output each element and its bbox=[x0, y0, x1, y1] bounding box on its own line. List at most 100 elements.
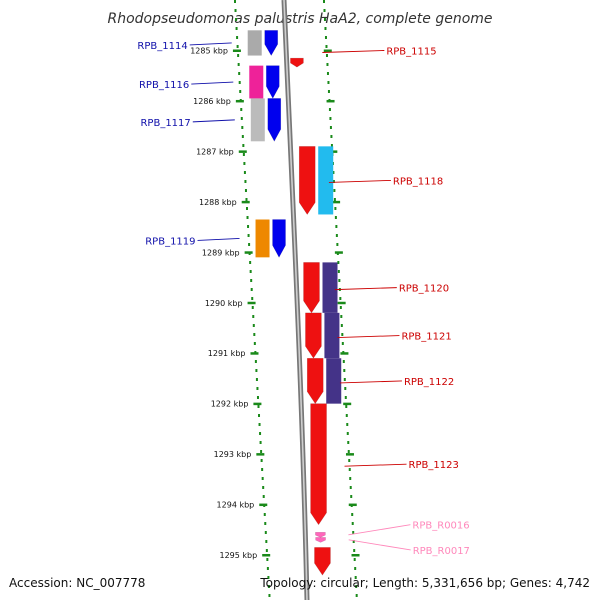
ruler-dot bbox=[242, 144, 245, 147]
ruler-dot bbox=[240, 108, 243, 111]
ruler-dot bbox=[351, 513, 354, 516]
ruler-dot bbox=[234, 9, 237, 12]
ruler-dot bbox=[333, 198, 336, 201]
ruler-dot bbox=[338, 279, 341, 282]
gene-arrow-8 bbox=[306, 357, 324, 405]
ruler-dot bbox=[243, 171, 246, 174]
ruler-dot bbox=[337, 270, 340, 273]
tick-mark bbox=[262, 554, 271, 557]
tick-mark bbox=[235, 99, 244, 103]
leader-line bbox=[348, 524, 411, 536]
ruler-right bbox=[323, 0, 360, 597]
ruler-dot bbox=[252, 324, 255, 327]
leader-line bbox=[322, 50, 385, 53]
tick-mark bbox=[323, 49, 332, 52]
ruler-dot bbox=[325, 45, 328, 48]
ruler-dot bbox=[349, 486, 352, 489]
rna-feature-10 bbox=[315, 531, 326, 538]
ruler-dot bbox=[268, 594, 271, 597]
tick-label: 1288 kbp bbox=[199, 198, 237, 207]
tick-mark bbox=[241, 200, 250, 204]
ruler-dot bbox=[254, 360, 257, 363]
ruler-dot bbox=[344, 396, 347, 399]
tick-label: 1290 kbp bbox=[205, 299, 243, 308]
ruler-dot bbox=[355, 585, 358, 588]
ruler-dot bbox=[330, 144, 333, 147]
ruler-dot bbox=[344, 387, 347, 390]
gene-label-right: RPB_R0017 bbox=[413, 546, 470, 557]
ruler-dot bbox=[328, 108, 331, 111]
tick-label: 1285 kbp bbox=[190, 47, 228, 56]
ruler-dot bbox=[238, 72, 241, 75]
gene-shade-3 bbox=[250, 98, 265, 142]
ruler-dot bbox=[349, 477, 352, 480]
ruler-dot bbox=[244, 180, 247, 183]
tick-mark bbox=[348, 503, 357, 507]
ruler-dot bbox=[329, 117, 332, 120]
ruler-dot bbox=[260, 450, 263, 453]
ruler-dot bbox=[324, 27, 327, 30]
ruler-dot bbox=[256, 396, 259, 399]
ruler-dot bbox=[350, 495, 353, 498]
ruler-dot bbox=[329, 126, 332, 129]
ruler-dot bbox=[353, 549, 356, 552]
ruler-dot bbox=[265, 540, 268, 543]
ruler-dot bbox=[332, 171, 335, 174]
ruler-left: 1285 kbp 1286 kbp 1287 kbp 1288 kbp 1289 kbp… bbox=[190, 0, 271, 597]
gene-shade-2 bbox=[249, 65, 264, 99]
ruler-dot bbox=[324, 36, 327, 39]
tick-label: 1287 kbp bbox=[196, 147, 234, 156]
ruler-dot bbox=[259, 441, 262, 444]
ruler-dot bbox=[243, 162, 246, 165]
tick-mark bbox=[329, 150, 338, 153]
ruler-dot bbox=[348, 468, 351, 471]
ruler-dot bbox=[264, 531, 267, 534]
ruler-dot bbox=[237, 63, 240, 66]
ruler-dot bbox=[340, 324, 343, 327]
gene-shade-5 bbox=[255, 219, 270, 258]
gene-shade-4 bbox=[318, 146, 334, 215]
ruler-dot bbox=[241, 126, 244, 129]
ruler-dot bbox=[326, 72, 329, 75]
ruler-dot bbox=[341, 333, 344, 336]
gene-label-left: RPB_1117 bbox=[140, 118, 190, 129]
ruler-dot bbox=[341, 342, 344, 345]
tick-mark bbox=[345, 453, 354, 456]
ruler-dot bbox=[343, 369, 346, 372]
ruler-dot bbox=[266, 567, 269, 570]
ruler-dot bbox=[252, 315, 255, 318]
ruler-dot bbox=[259, 432, 262, 435]
leader-line bbox=[197, 237, 240, 241]
ruler-dot bbox=[240, 117, 243, 120]
ruler-dot bbox=[330, 135, 333, 138]
tick-mark bbox=[253, 402, 262, 406]
tick-mark bbox=[332, 200, 341, 204]
ruler-dot bbox=[340, 315, 343, 318]
ruler-dot bbox=[255, 369, 258, 372]
tick-label: 1292 kbp bbox=[211, 400, 249, 409]
ruler-dot bbox=[323, 18, 326, 21]
ruler-dot bbox=[249, 270, 252, 273]
ruler-dot bbox=[261, 477, 264, 480]
gene-label-right: RPB_1122 bbox=[404, 377, 454, 388]
gene-label-right: RPB_1115 bbox=[386, 47, 436, 58]
tick-mark bbox=[351, 554, 360, 557]
ruler-dot bbox=[323, 9, 326, 12]
leader-line bbox=[339, 380, 402, 384]
ruler-dot bbox=[262, 486, 265, 489]
tick-mark bbox=[250, 352, 259, 355]
gene-arrow-9 bbox=[310, 403, 327, 526]
ruler-dot bbox=[347, 450, 350, 453]
ruler-dot bbox=[343, 378, 346, 381]
tick-mark bbox=[334, 251, 343, 254]
ruler-dot bbox=[256, 387, 259, 390]
ruler-dot bbox=[326, 63, 329, 66]
ruler-dot bbox=[353, 558, 356, 561]
ruler-dot bbox=[335, 225, 338, 228]
tick-mark bbox=[340, 352, 349, 355]
ruler-dot bbox=[332, 180, 335, 183]
ruler-dot bbox=[266, 558, 269, 561]
tick-mark bbox=[259, 503, 268, 507]
ruler-dot bbox=[250, 288, 253, 291]
